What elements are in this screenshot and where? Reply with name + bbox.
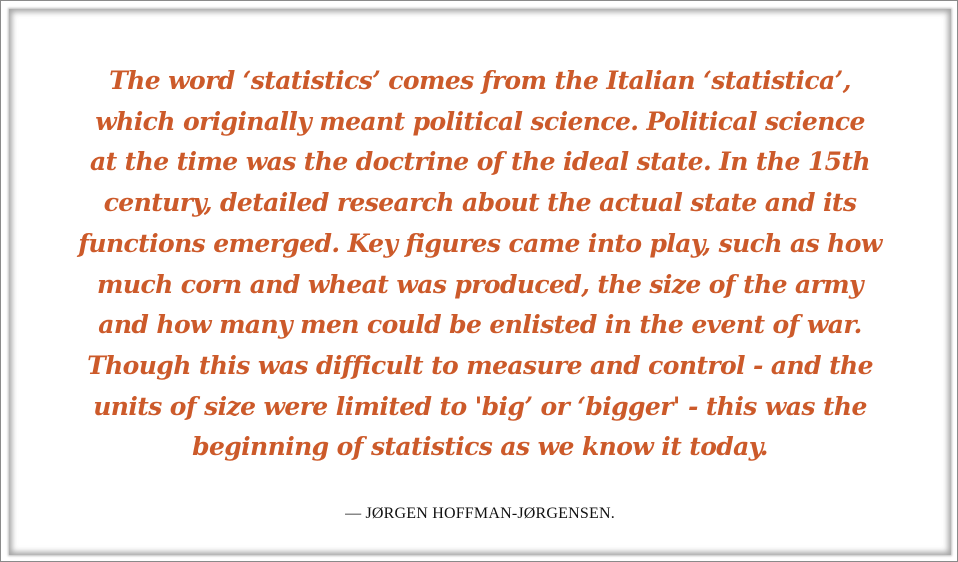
quote-line-5: functions emerged. Key figures came into… bbox=[78, 228, 882, 258]
quote-attribution: — JØRGEN HOFFMAN-JØRGENSEN. bbox=[345, 505, 615, 522]
quote-card: The word ‘statistics’ comes from the Ita… bbox=[9, 9, 951, 555]
quote-line-9: units of size were limited to 'big’ or ‘… bbox=[93, 391, 867, 421]
quote-line-2: which originally meant political science… bbox=[95, 106, 865, 136]
quote-line-10: beginning of statistics as we know it to… bbox=[192, 432, 768, 462]
quote-line-4: century, detailed research about the act… bbox=[103, 188, 857, 218]
quote-text: The word ‘statistics’ comes from the Ita… bbox=[29, 61, 931, 468]
quote-line-3: at the time was the doctrine of the idea… bbox=[90, 147, 871, 177]
quote-line-8: Though this was difficult to measure and… bbox=[87, 350, 873, 380]
quote-line-6: much corn and wheat was produced, the si… bbox=[97, 269, 864, 299]
quote-line-1: The word ‘statistics’ comes from the Ita… bbox=[109, 66, 851, 95]
quote-line-7: and how many men could be enlisted in th… bbox=[98, 310, 862, 340]
